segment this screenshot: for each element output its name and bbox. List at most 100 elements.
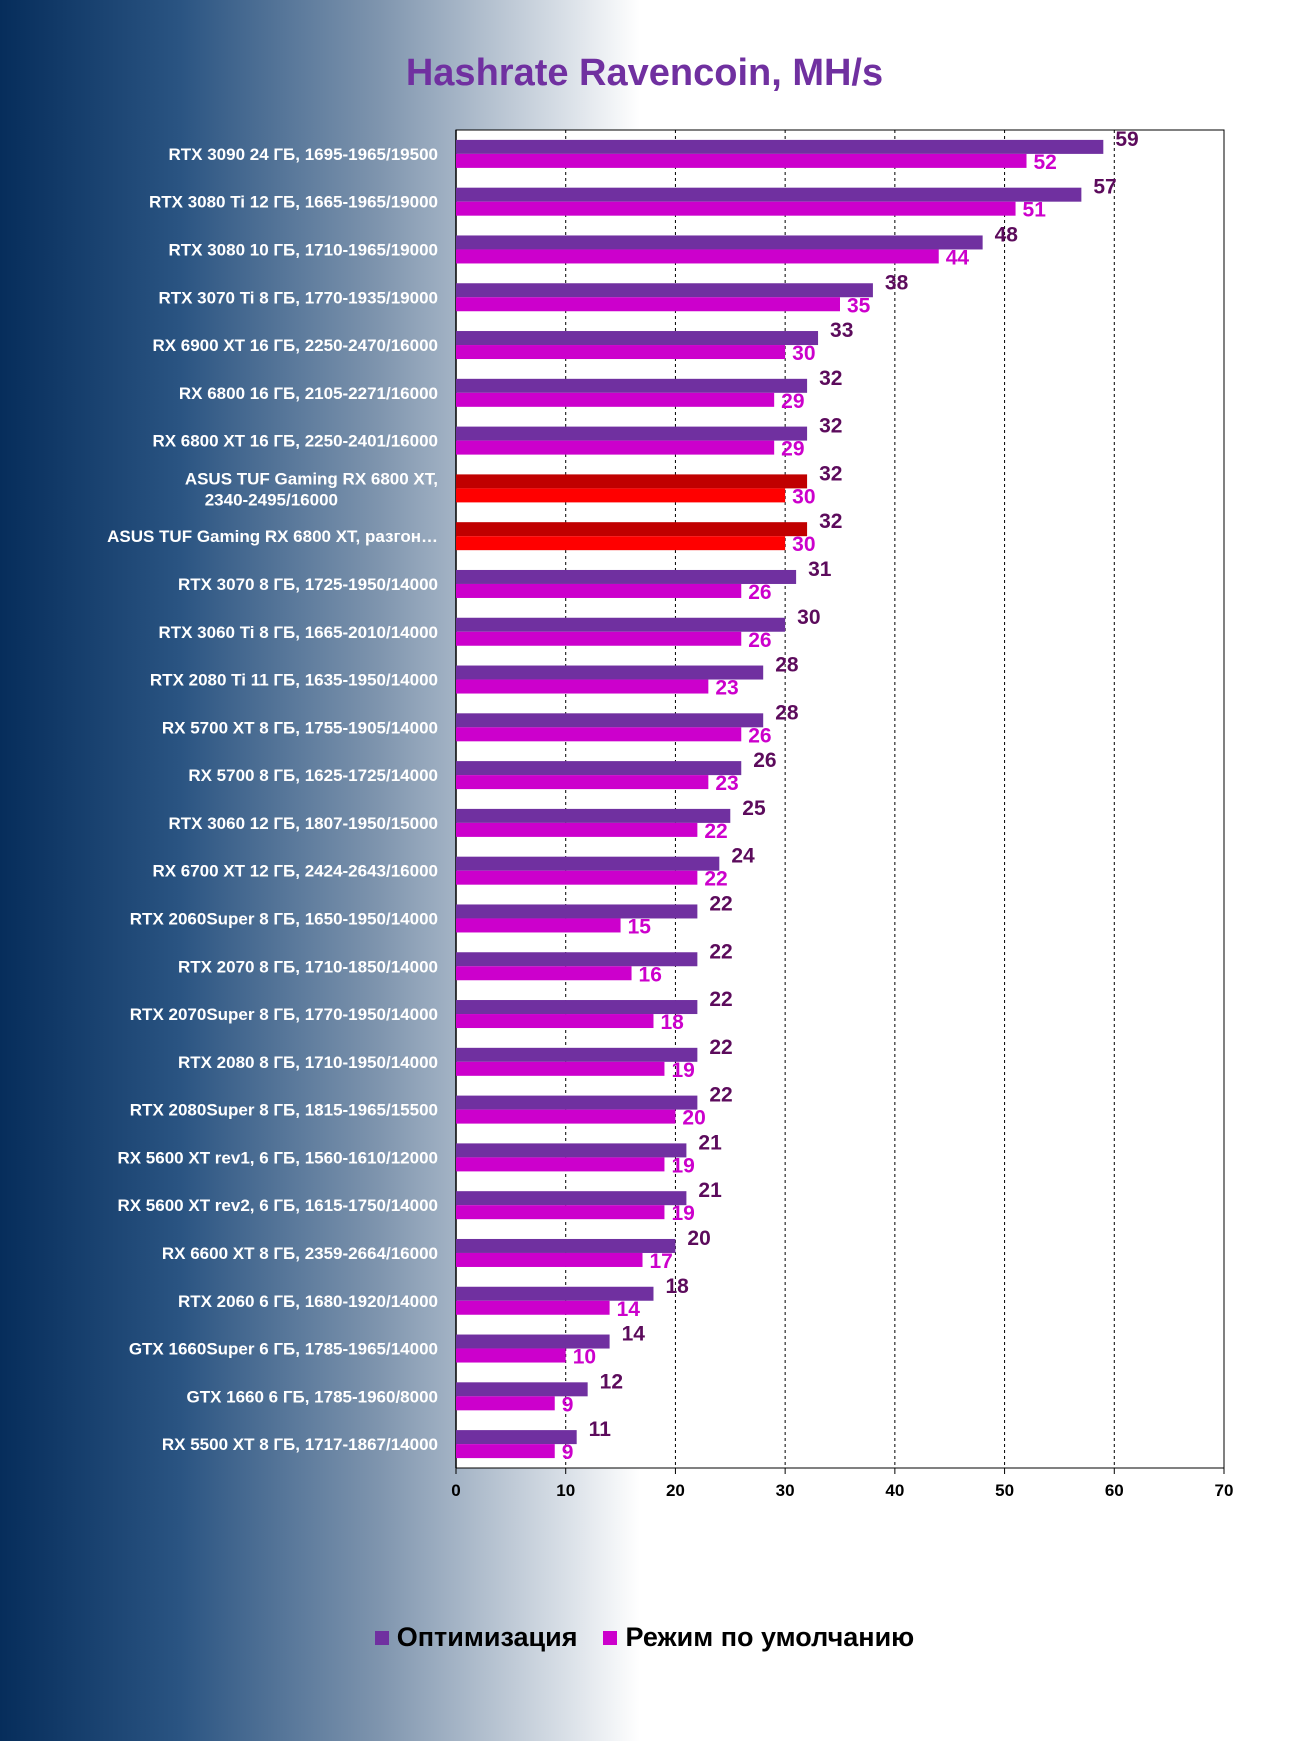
data-label-default: 15 — [628, 915, 652, 938]
data-label-default: 10 — [573, 1346, 596, 1369]
data-label-default: 23 — [715, 772, 738, 795]
data-label-optimization: 32 — [819, 510, 842, 533]
bar-default — [456, 1157, 665, 1172]
bar-default — [456, 1300, 610, 1315]
data-label-optimization: 26 — [753, 749, 776, 772]
category-label: RX 5500 XT 8 ГБ, 1717-1867/14000 — [162, 1435, 438, 1454]
data-label-optimization: 22 — [709, 988, 732, 1011]
category-label: RTX 2080 8 ГБ, 1710-1950/14000 — [178, 1053, 438, 1072]
data-label-optimization: 30 — [797, 606, 820, 629]
data-label-optimization: 33 — [830, 319, 853, 342]
category-label: GTX 1660 6 ГБ, 1785-1960/8000 — [186, 1387, 438, 1406]
data-label-optimization: 28 — [775, 654, 799, 677]
bar-optimization — [456, 187, 1082, 202]
data-label-default: 29 — [781, 438, 804, 461]
bar-default — [456, 153, 1027, 168]
data-label-optimization: 20 — [687, 1227, 710, 1250]
data-label-optimization: 22 — [709, 1084, 732, 1107]
category-label: RX 6600 XT 8 ГБ, 2359-2664/16000 — [162, 1244, 438, 1263]
bar-optimization — [456, 426, 808, 441]
x-tick-label: 20 — [666, 1481, 685, 1500]
bar-default — [456, 1348, 566, 1363]
bar-optimization — [456, 569, 797, 584]
legend-label-default: Режим по умолчанию — [625, 1622, 915, 1652]
bar-default — [456, 822, 698, 837]
bar-optimization — [456, 1191, 687, 1206]
legend-item-default: Режим по умолчанию — [603, 1622, 914, 1653]
bar-default — [456, 870, 698, 885]
data-label-default: 18 — [660, 1011, 684, 1034]
data-label-default: 26 — [748, 581, 771, 604]
data-label-optimization: 25 — [742, 797, 766, 820]
data-label-default: 9 — [562, 1441, 574, 1464]
bar-optimization — [456, 1334, 610, 1349]
data-label-default: 14 — [617, 1298, 641, 1321]
bar-optimization — [456, 139, 1104, 154]
x-tick-label: 70 — [1215, 1481, 1234, 1500]
bar-default — [456, 1014, 654, 1029]
bar-optimization — [456, 808, 731, 823]
data-label-default: 30 — [792, 533, 815, 556]
bar-optimization — [456, 1143, 687, 1158]
data-label-default: 22 — [704, 868, 727, 891]
category-label: RTX 3090 24 ГБ, 1695-1965/19500 — [169, 145, 439, 164]
category-label: RTX 2060 6 ГБ, 1680-1920/14000 — [178, 1292, 438, 1311]
x-tick-label: 50 — [995, 1481, 1014, 1500]
data-label-default: 35 — [847, 294, 871, 317]
data-label-default: 52 — [1034, 151, 1057, 174]
data-label-default: 29 — [781, 390, 804, 413]
bar-default — [456, 631, 742, 646]
x-tick-label: 10 — [556, 1481, 575, 1500]
data-label-optimization: 14 — [622, 1323, 646, 1346]
data-label-optimization: 21 — [698, 1131, 722, 1154]
bar-optimization — [456, 761, 742, 776]
plot-area: 0 10 20 30 40 50 60 70 RTX 3090 24 ГБ, 1695-1965… — [150, 127, 1234, 1500]
data-label-optimization: 57 — [1093, 176, 1116, 199]
bar-default — [456, 440, 775, 455]
category-label: RX 6900 XT 16 ГБ, 2250-2470/16000 — [152, 336, 438, 355]
bar-default — [456, 679, 709, 694]
bar-optimization — [456, 1382, 588, 1397]
data-label-default: 22 — [704, 820, 727, 843]
data-label-default: 19 — [671, 1059, 694, 1082]
bar-default — [456, 583, 742, 598]
bar-optimization — [456, 1000, 698, 1015]
category-label: RTX 3060 Ti 8 ГБ, 1665-2010/14000 — [158, 623, 438, 642]
data-label-optimization: 22 — [709, 1036, 732, 1059]
legend-swatch-default — [603, 1630, 618, 1645]
bar-default — [456, 918, 621, 933]
bar-default — [456, 775, 709, 790]
data-label-default: 51 — [1023, 199, 1047, 222]
bar-default — [456, 1396, 555, 1411]
category-label: RX 5700 XT 8 ГБ, 1755-1905/14000 — [162, 718, 438, 737]
legend-swatch-optimization — [374, 1630, 389, 1645]
bar-default — [456, 536, 786, 551]
bar-default — [456, 392, 775, 407]
bar-optimization — [456, 378, 808, 393]
data-label-optimization: 28 — [775, 701, 799, 724]
bar-default — [456, 249, 939, 264]
category-label: RTX 3070 Ti 8 ГБ, 1770-1935/19000 — [158, 288, 438, 307]
bar-optimization — [456, 952, 698, 967]
bar-default — [456, 727, 742, 742]
category-label: RX 6800 16 ГБ, 2105-2271/16000 — [179, 384, 438, 403]
bar-optimization — [456, 665, 764, 680]
x-tick-label: 0 — [451, 1481, 460, 1500]
category-label: RTX 2080 Ti 11 ГБ, 1635-1950/14000 — [150, 671, 438, 690]
category-label: RX 6700 XT 12 ГБ, 2424-2643/16000 — [152, 862, 438, 881]
data-label-default: 30 — [792, 485, 815, 508]
bar-default — [456, 297, 840, 312]
data-label-optimization: 11 — [589, 1418, 612, 1441]
data-label-default: 19 — [671, 1154, 694, 1177]
data-label-optimization: 48 — [995, 223, 1019, 246]
data-label-optimization: 32 — [819, 367, 842, 390]
category-label: RTX 3080 10 ГБ, 1710-1965/19000 — [169, 240, 439, 259]
data-label-optimization: 22 — [709, 892, 732, 915]
x-tick-label: 30 — [776, 1481, 795, 1500]
bar-optimization — [456, 856, 720, 871]
data-label-optimization: 22 — [709, 940, 732, 963]
category-label: RTX 3060 12 ГБ, 1807-1950/15000 — [169, 814, 439, 833]
bar-default — [456, 1444, 555, 1459]
bar-optimization — [456, 235, 983, 250]
